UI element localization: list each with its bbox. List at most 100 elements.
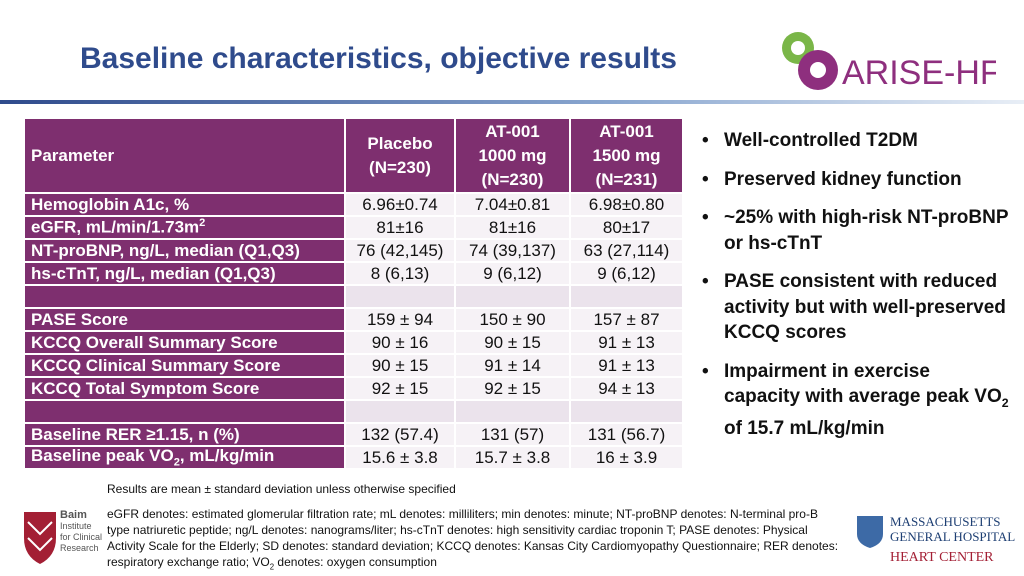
- table-row: Baseline peak VO2, mL/kg/min 15.6 ± 3.8 15…: [24, 446, 683, 469]
- value-cell: 94 ± 13: [570, 377, 683, 400]
- empty-cell: [570, 400, 683, 423]
- value-cell: 81±16: [455, 216, 570, 239]
- value-cell: 90 ± 15: [455, 331, 570, 354]
- header-line: (N=230): [481, 169, 544, 189]
- logo-line: Baim: [60, 509, 87, 521]
- row-label: KCCQ Clinical Summary Score: [24, 354, 345, 377]
- header-line: (N=230): [369, 157, 431, 177]
- text-segment: 2: [173, 456, 180, 469]
- row-label: Hemoglobin A1c, %: [24, 193, 345, 216]
- title: Baseline characteristics, objective resu…: [80, 42, 677, 75]
- row-label: Baseline peak VO2, mL/kg/min: [24, 446, 345, 469]
- empty-cell: [24, 400, 345, 423]
- divider: [0, 100, 1024, 104]
- empty-cell: [455, 285, 570, 308]
- text-segment: 2: [1001, 395, 1009, 410]
- value-cell: 8 (6,13): [345, 262, 455, 285]
- value-cell: 92 ± 15: [455, 377, 570, 400]
- text-segment: Baseline peak VO: [31, 446, 174, 466]
- bullet: Well-controlled T2DM: [700, 128, 1010, 154]
- mgh-text: MASSACHUSETTS GENERAL HOSPITAL HEART CENTE…: [890, 514, 1015, 565]
- label-text: hs-cTnT, ng/L, median (Q1,Q3): [31, 263, 276, 283]
- text-segment: eGFR denotes: estimated glomerular filtr…: [107, 507, 839, 569]
- value-cell: 74 (39,137): [455, 239, 570, 262]
- table-row: eGFR, mL/min/1.73m2 81±16 81±16 80±17: [24, 216, 683, 239]
- value-cell: 91 ± 13: [570, 331, 683, 354]
- table-row: PASE Score 159 ± 94 150 ± 90 157 ± 87: [24, 308, 683, 331]
- logo-line: for Clinical: [60, 532, 103, 542]
- table-row: KCCQ Total Symptom Score 92 ± 15 92 ± 15 94…: [24, 377, 683, 400]
- value-cell: 90 ± 16: [345, 331, 455, 354]
- logo-line: GENERAL HOSPITAL: [890, 529, 1016, 544]
- label-text: KCCQ Overall Summary Score: [31, 332, 278, 352]
- logo-line: MASSACHUSETTS: [890, 514, 1001, 529]
- header-line: Parameter: [31, 145, 115, 165]
- empty-cell: [345, 285, 455, 308]
- text-segment: 2: [269, 562, 275, 572]
- value-cell: 80±17: [570, 216, 683, 239]
- header-line: Placebo: [367, 133, 433, 153]
- header-cell: AT-001 1500 mg (N=231): [570, 118, 683, 193]
- value-cell: 90 ± 15: [345, 354, 455, 377]
- value-cell: 9 (6,12): [455, 262, 570, 285]
- footnote: Results are mean ± standard deviation un…: [107, 482, 456, 496]
- value-cell: 15.6 ± 3.8: [345, 446, 455, 469]
- header-cell: Placebo (N=230): [345, 118, 455, 193]
- bullet-list: Well-controlled T2DM Preserved kidney fun…: [700, 128, 1010, 455]
- header-line: (N=231): [595, 169, 658, 189]
- header-line: AT-001: [485, 121, 540, 141]
- row-label: KCCQ Overall Summary Score: [24, 331, 345, 354]
- label-text: KCCQ Clinical Summary Score: [31, 355, 281, 375]
- baim-logo: [24, 512, 56, 564]
- value-cell: 7.04±0.81: [455, 193, 570, 216]
- table: Parameter Placebo (N=230) AT-001 1000 mg (N=2…: [24, 118, 683, 469]
- empty-cell: [570, 285, 683, 308]
- value-cell: 91 ± 13: [570, 354, 683, 377]
- text-segment: eGFR, mL/min/1.73m: [31, 217, 200, 237]
- empty-cell: [455, 400, 570, 423]
- value-cell: 159 ± 94: [345, 308, 455, 331]
- text-segment: , mL/kg/min: [179, 446, 275, 466]
- bullet: ~25% with high-risk NT-proBNP or hs-cTnT: [700, 205, 1010, 256]
- value-cell: 92 ± 15: [345, 377, 455, 400]
- header-line: 1000 mg: [478, 145, 547, 165]
- bullet: PASE consistent with reduced activity bu…: [700, 269, 1010, 346]
- header-line: 1500 mg: [592, 145, 661, 165]
- label-text: Baseline RER ≥1.15, n (%): [31, 424, 240, 444]
- value-cell: 81±16: [345, 216, 455, 239]
- spacer-row: [24, 285, 683, 308]
- logo-line: Research: [60, 543, 99, 553]
- header-cell: AT-001 1000 mg (N=230): [455, 118, 570, 193]
- value-cell: 132 (57.4): [345, 423, 455, 446]
- value-cell: 131 (56.7): [570, 423, 683, 446]
- value-cell: 9 (6,12): [570, 262, 683, 285]
- text-segment: Impairment in exercise capacity with ave…: [724, 360, 1002, 408]
- mgh-shield: [857, 516, 883, 548]
- label-text: KCCQ Total Symptom Score: [31, 378, 260, 398]
- text-segment: 2: [199, 217, 206, 230]
- logo-line: HEART CENTER: [890, 550, 994, 565]
- label-text: Baseline peak VO2, mL/kg/min: [31, 446, 274, 468]
- label-text: PASE Score: [31, 309, 129, 329]
- bullet: Impairment in exercise capacity with ave…: [700, 359, 1010, 442]
- value-cell: 76 (42,145): [345, 239, 455, 262]
- label-text: eGFR, mL/min/1.73m2: [31, 217, 205, 238]
- value-cell: 16 ± 3.9: [570, 446, 683, 469]
- header-row: Parameter Placebo (N=230) AT-001 1000 mg (N=2…: [24, 118, 683, 193]
- text-segment: denotes: oxygen consumption: [274, 555, 437, 569]
- value-cell: 6.98±0.80: [570, 193, 683, 216]
- table-row: Baseline RER ≥1.15, n (%) 132 (57.4) 131 (…: [24, 423, 683, 446]
- footnote: eGFR denotes: estimated glomerular filtr…: [107, 506, 842, 575]
- baim-text: Baim Institute for Clinical Research: [60, 510, 102, 554]
- empty-cell: [24, 285, 345, 308]
- value-cell: 63 (27,114): [570, 239, 683, 262]
- logo-text: ARISE-HF: [842, 54, 996, 92]
- table-row: KCCQ Overall Summary Score 90 ± 16 90 ± 15…: [24, 331, 683, 354]
- row-label: PASE Score: [24, 308, 345, 331]
- logo-line: Institute: [60, 521, 92, 531]
- text-segment: of 15.7 mL/kg/min: [724, 418, 885, 440]
- table-row: KCCQ Clinical Summary Score 90 ± 15 91 ± 1…: [24, 354, 683, 377]
- header-line: AT-001: [599, 121, 654, 141]
- value-cell: 131 (57): [455, 423, 570, 446]
